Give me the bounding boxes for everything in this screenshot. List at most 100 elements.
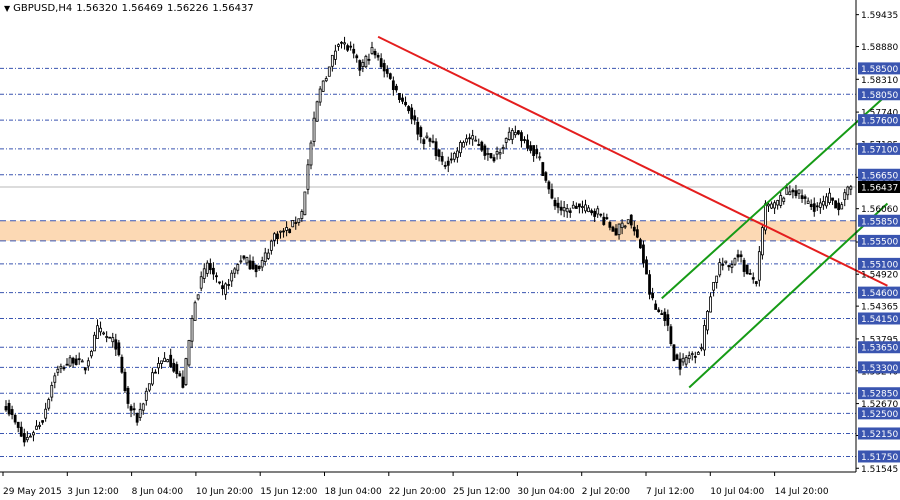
symbol-label: GBPUSD,H4 bbox=[13, 3, 73, 14]
candle-body bbox=[35, 425, 38, 430]
candle-body bbox=[568, 210, 572, 213]
candle-body bbox=[288, 228, 292, 233]
candle-body bbox=[684, 357, 688, 365]
close-value: 1.56437 bbox=[212, 3, 254, 14]
candle-body bbox=[211, 267, 215, 275]
candle-body bbox=[44, 408, 48, 419]
time-tick-label: 8 Jun 04:00 bbox=[132, 487, 184, 497]
candle-body bbox=[675, 354, 679, 360]
candle-body bbox=[120, 356, 124, 373]
price-tick-label: 1.58880 bbox=[861, 43, 898, 53]
candle-body bbox=[205, 262, 209, 274]
candle-body bbox=[727, 265, 731, 268]
trendline-0[interactable] bbox=[377, 35, 888, 287]
candle-body bbox=[483, 145, 487, 156]
candle-body bbox=[309, 142, 313, 166]
candle-body bbox=[129, 406, 133, 411]
level-label-box bbox=[858, 114, 900, 127]
candle-body bbox=[596, 208, 600, 215]
candle-body bbox=[239, 260, 243, 263]
time-tick-label: 30 Jun 04:00 bbox=[517, 487, 574, 497]
level-label: 1.57600 bbox=[861, 117, 898, 127]
candle-body bbox=[431, 140, 435, 143]
candle-body bbox=[773, 202, 776, 209]
candle-body bbox=[849, 186, 853, 190]
candle-body bbox=[315, 101, 319, 122]
candle-body bbox=[626, 219, 630, 224]
candle-body bbox=[83, 367, 87, 371]
candle-body bbox=[233, 268, 237, 274]
candle-body bbox=[724, 260, 728, 264]
candle-body bbox=[761, 227, 764, 256]
candle-body bbox=[215, 275, 218, 278]
candle-body bbox=[13, 414, 17, 423]
candle-body bbox=[376, 54, 380, 58]
candle-body bbox=[251, 260, 255, 270]
candle-body bbox=[465, 138, 468, 143]
candle-body bbox=[632, 226, 636, 232]
level-label: 1.55500 bbox=[861, 237, 898, 247]
candle-body bbox=[517, 130, 520, 135]
candle-body bbox=[111, 337, 115, 343]
candle-body bbox=[629, 214, 633, 226]
candle-body bbox=[367, 58, 371, 61]
candle-body bbox=[38, 424, 41, 427]
candle-body bbox=[468, 137, 472, 140]
candle-body bbox=[306, 164, 310, 190]
price-tick-label: 1.53795 bbox=[861, 335, 898, 345]
candle-body bbox=[651, 292, 654, 299]
candle-body bbox=[767, 203, 770, 207]
candle-body bbox=[733, 258, 737, 265]
candle-body bbox=[373, 50, 377, 56]
candle-body bbox=[340, 41, 343, 44]
candle-body bbox=[770, 203, 773, 209]
candle-body bbox=[584, 204, 587, 212]
candle-body bbox=[141, 403, 145, 411]
candle-body bbox=[28, 435, 32, 438]
candle-body bbox=[474, 139, 478, 142]
dropdown-triangle-icon[interactable]: ▼ bbox=[4, 4, 11, 13]
level-label-box bbox=[858, 407, 900, 420]
candle-body bbox=[571, 204, 575, 209]
candle-body bbox=[154, 371, 157, 374]
time-tick-label: 15 Jun 12:00 bbox=[260, 487, 317, 497]
price-tick-label: 1.54920 bbox=[861, 271, 898, 281]
candle-body bbox=[544, 172, 548, 181]
time-tick-label: 7 Jul 12:00 bbox=[646, 487, 695, 497]
candle-body bbox=[300, 211, 304, 219]
candle-body bbox=[709, 296, 712, 313]
candle-body bbox=[108, 336, 112, 339]
price-tick-label: 1.56060 bbox=[861, 205, 898, 215]
candle-body bbox=[700, 347, 703, 350]
candle-body bbox=[407, 106, 411, 112]
candle-body bbox=[93, 334, 96, 352]
trendline-1[interactable] bbox=[661, 93, 889, 300]
level-label: 1.51750 bbox=[861, 453, 898, 463]
time-tick-label: 3 Jun 12:00 bbox=[67, 487, 119, 497]
level-label-box bbox=[858, 142, 900, 155]
candle-body bbox=[184, 358, 188, 385]
candle-body bbox=[639, 239, 642, 249]
chart-header: ▼ GBPUSD,H4 1.56320 1.56469 1.56226 1.56437 bbox=[4, 3, 254, 14]
candle-body bbox=[535, 149, 539, 155]
candle-body bbox=[337, 44, 340, 47]
candle-body bbox=[260, 260, 264, 268]
level-label-box bbox=[858, 286, 900, 299]
candle-body bbox=[794, 190, 798, 196]
candle-body bbox=[648, 274, 651, 295]
candle-body bbox=[452, 152, 456, 160]
time-tick-label: 29 May 2015 bbox=[3, 487, 62, 497]
candle-body bbox=[513, 132, 517, 136]
candle-body bbox=[635, 229, 639, 238]
candle-body bbox=[398, 92, 401, 100]
current-price-label: 1.56437 bbox=[861, 184, 898, 194]
candle-body bbox=[657, 309, 661, 313]
price-tick-label: 1.58310 bbox=[861, 76, 898, 86]
candle-body bbox=[550, 189, 554, 199]
candle-body bbox=[459, 142, 462, 154]
trendline-2[interactable] bbox=[688, 202, 889, 389]
candle-body bbox=[666, 314, 670, 326]
level-label: 1.52500 bbox=[861, 410, 898, 420]
candle-body bbox=[135, 413, 139, 423]
